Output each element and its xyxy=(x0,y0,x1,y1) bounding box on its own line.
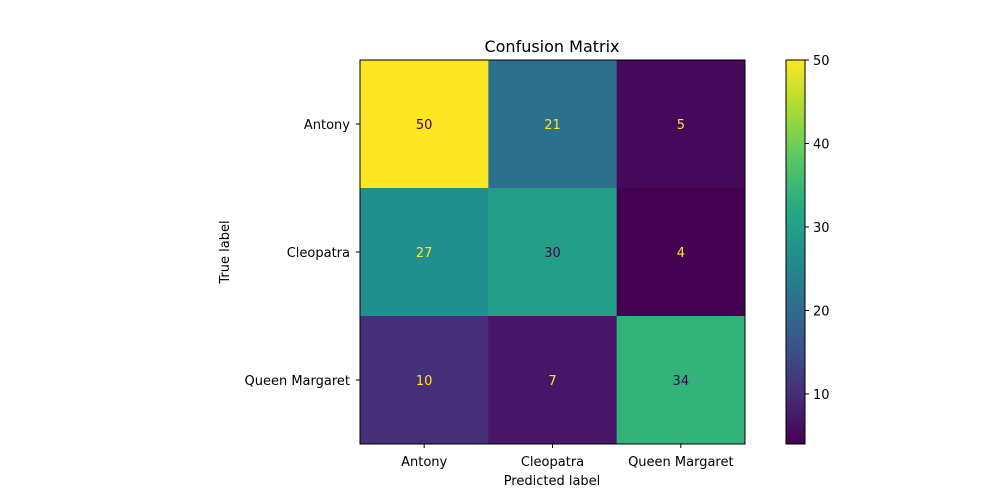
y-axis-ticks: Antony Cleopatra Queen Margaret xyxy=(244,118,360,389)
x-tick-label: Antony xyxy=(401,455,447,470)
y-tick-label: Antony xyxy=(304,118,350,133)
x-axis-label: Predicted label xyxy=(504,474,601,489)
heatmap-cells xyxy=(360,60,746,445)
heatmap-cell xyxy=(488,316,618,445)
cell-value-label: 10 xyxy=(416,374,433,389)
cell-value-label: 34 xyxy=(673,374,690,389)
colorbar-ticks: 10 20 30 40 50 xyxy=(805,54,830,403)
x-tick-label: Cleopatra xyxy=(521,455,584,470)
cell-value-label: 50 xyxy=(416,118,433,133)
cell-value-label: 30 xyxy=(544,246,561,261)
heatmap-cell-labels: 50 21 5 27 30 4 10 7 34 xyxy=(416,118,689,389)
heatmap-cell xyxy=(360,188,489,317)
y-axis-label: True label xyxy=(218,220,233,284)
heatmap-cell xyxy=(360,316,489,445)
y-tick-label: Cleopatra xyxy=(287,246,350,261)
y-tick-label: Queen Margaret xyxy=(244,374,350,389)
colorbar-tick-label: 50 xyxy=(813,54,830,69)
colorbar-tick-label: 30 xyxy=(813,221,830,236)
heatmap-cell xyxy=(360,60,489,189)
colorbar xyxy=(785,59,806,445)
chart-title: Confusion Matrix xyxy=(484,37,619,56)
cell-value-label: 7 xyxy=(548,374,556,389)
heatmap-cell xyxy=(488,60,618,189)
heatmap-cell xyxy=(616,188,746,317)
heatmap-cell xyxy=(616,60,746,189)
colorbar-tick-label: 20 xyxy=(813,304,830,319)
cell-value-label: 4 xyxy=(677,246,685,261)
heatmap-cell xyxy=(616,316,746,445)
cell-value-label: 27 xyxy=(416,246,433,261)
heatmap-cell xyxy=(488,188,618,317)
colorbar-tick-label: 10 xyxy=(813,388,830,403)
colorbar-tick-label: 40 xyxy=(813,137,830,152)
cell-value-label: 5 xyxy=(677,118,685,133)
x-tick-label: Queen Margaret xyxy=(628,455,734,470)
cell-value-label: 21 xyxy=(544,118,561,133)
x-axis-ticks: Antony Cleopatra Queen Margaret xyxy=(401,444,734,470)
